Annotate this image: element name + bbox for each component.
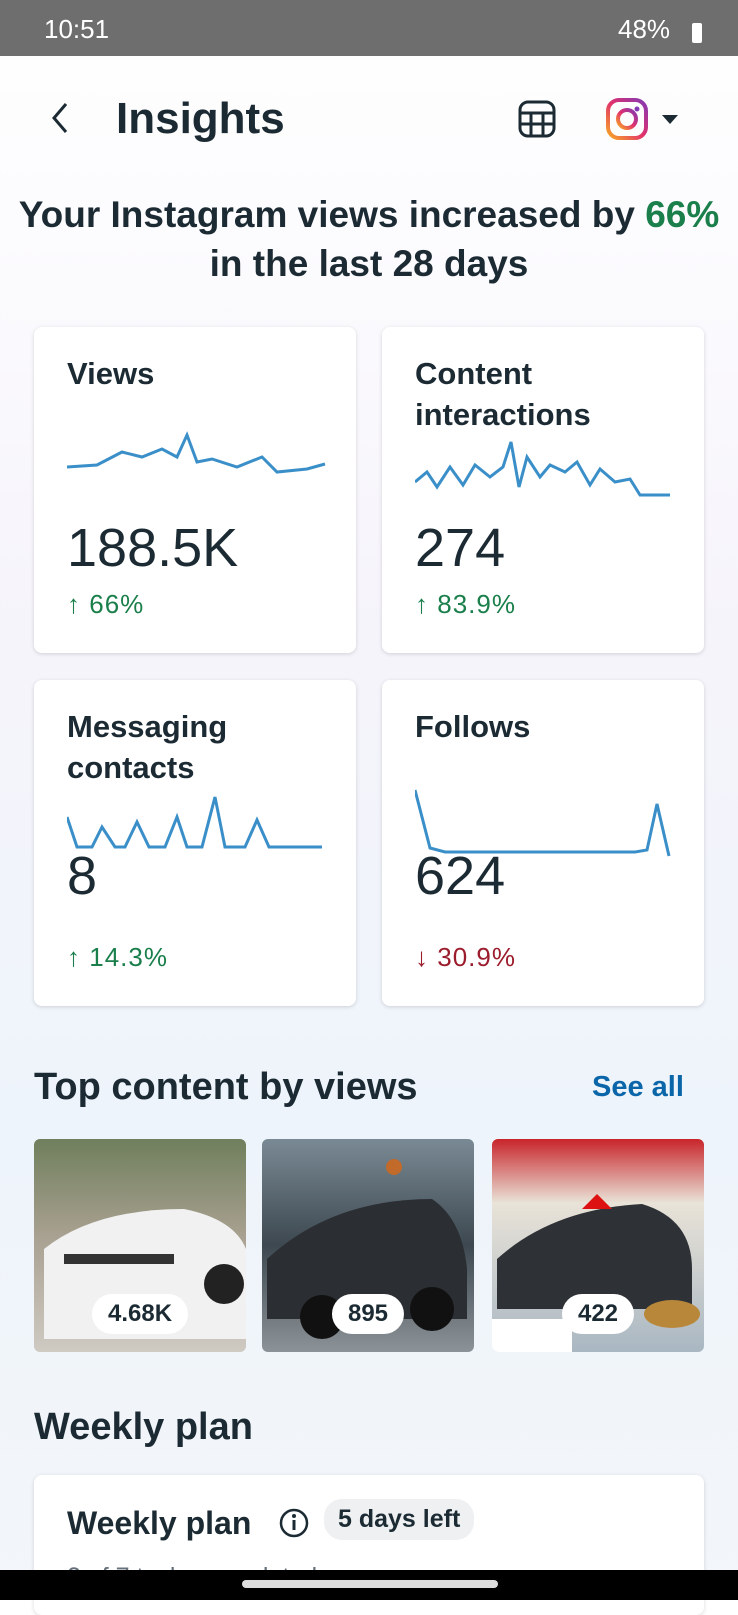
content-thumbnail[interactable]: 895: [262, 1139, 474, 1352]
arrow: ↑: [415, 589, 429, 619]
sparkline: [67, 431, 326, 474]
table-view-button[interactable]: [516, 98, 558, 140]
views-badge: 422: [561, 1294, 635, 1334]
change-value: 66%: [89, 589, 145, 619]
content-thumbnail[interactable]: 4.68K: [34, 1139, 246, 1352]
section-title: Weekly plan: [34, 1406, 253, 1448]
home-indicator[interactable]: [242, 1580, 498, 1588]
thumbnail-image: [492, 1194, 700, 1352]
account-switcher[interactable]: [604, 96, 688, 142]
card-title: Weekly plan: [67, 1505, 252, 1541]
metric-change: ↑ 83.9%: [415, 589, 516, 620]
change-value: 14.3%: [89, 942, 168, 972]
sparkline: [415, 441, 670, 497]
change-value: 30.9%: [437, 942, 516, 972]
see-all-link[interactable]: See all: [592, 1071, 684, 1103]
metric-label: Content interactions: [415, 356, 591, 432]
metric-change: ↑ 14.3%: [67, 942, 168, 973]
battery: 48%: [618, 14, 671, 44]
views-badge: 4.68K: [91, 1294, 189, 1334]
days-left-badge: 5 days left: [324, 1499, 475, 1540]
info-icon[interactable]: [278, 1507, 310, 1539]
navigation-bar: [0, 1570, 738, 1600]
metric-change: ↓ 30.9%: [415, 942, 516, 973]
page-title: Insights: [116, 94, 285, 143]
arrow: ↓: [415, 942, 429, 972]
headline-highlight: 66%: [645, 194, 720, 235]
metric-value: 624: [415, 846, 506, 906]
back-button[interactable]: [46, 100, 74, 136]
metric-card[interactable]: Content interactions 274 ↑ 83.9%: [382, 327, 704, 653]
headline: Your Instagram views increased by 66% in…: [0, 190, 738, 288]
metric-value: 188.5K: [67, 518, 239, 578]
metric-card[interactable]: Views 188.5K ↑ 66%: [34, 327, 356, 653]
views-badge: 895: [331, 1294, 405, 1334]
section-title: Top content by views: [34, 1066, 418, 1108]
content-thumbnail[interactable]: 422: [492, 1139, 704, 1352]
metric-label: Views: [67, 356, 155, 391]
metric-label: Follows: [415, 709, 531, 744]
headline-text: in the last 28 days: [209, 243, 529, 284]
thumbnail-image: [267, 1159, 467, 1339]
sparkline: [67, 796, 322, 849]
arrow: ↑: [67, 942, 81, 972]
clock: 10:51: [44, 14, 110, 44]
metric-value: 8: [67, 846, 98, 906]
status-bar: 10:51 48%: [0, 0, 738, 56]
headline-text: Your Instagram views increased by: [18, 194, 635, 235]
sparkline: [415, 789, 671, 857]
metric-change: ↑ 66%: [67, 589, 144, 620]
metric-value: 274: [415, 518, 506, 578]
metric-card[interactable]: Messaging contacts 8 ↑ 14.3%: [34, 680, 356, 1006]
metric-label: Messaging contacts: [67, 709, 228, 785]
change-value: 83.9%: [437, 589, 516, 619]
metric-card[interactable]: Follows 624 ↓ 30.9%: [382, 680, 704, 1006]
battery-icon: [692, 23, 702, 43]
arrow: ↑: [67, 589, 81, 619]
